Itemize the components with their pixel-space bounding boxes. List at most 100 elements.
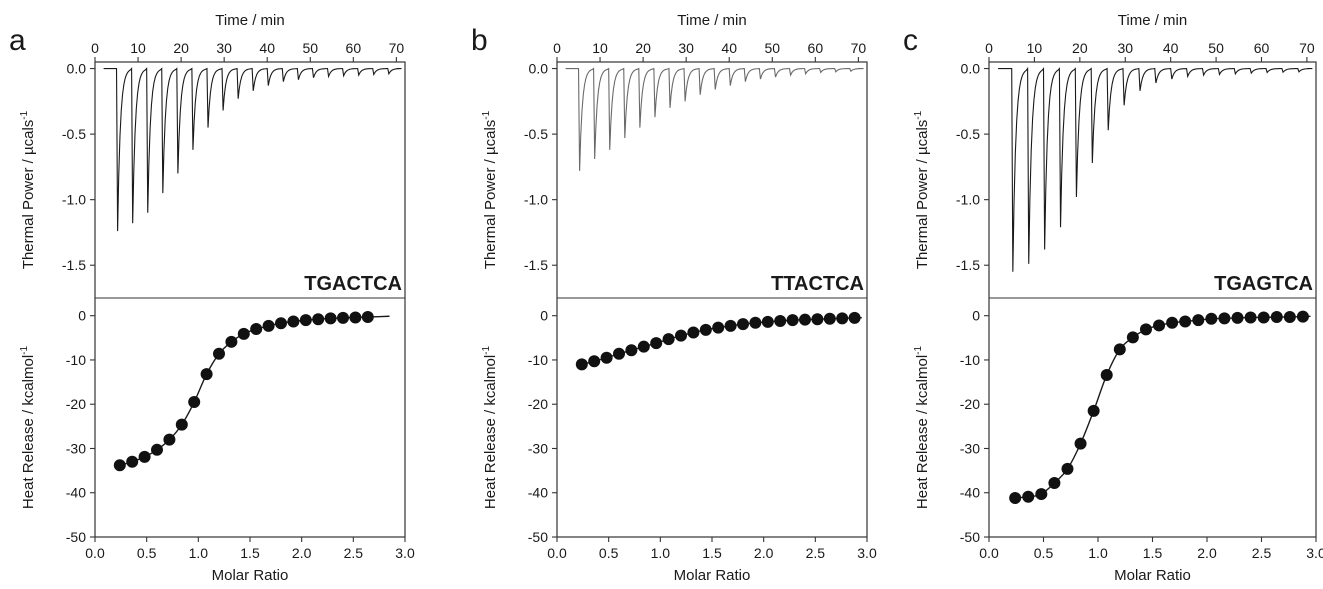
data-point bbox=[625, 344, 638, 357]
thermogram-trace bbox=[565, 67, 864, 171]
panel-letter: b bbox=[471, 24, 488, 57]
data-point bbox=[349, 311, 362, 324]
data-point bbox=[337, 311, 349, 324]
bottom-x-tick-label: 2.5 bbox=[806, 545, 826, 561]
bottom-x-tick-label: 3.0 bbox=[1306, 545, 1323, 561]
data-point bbox=[1009, 492, 1022, 505]
data-point bbox=[213, 347, 225, 360]
bottom-x-tick-label: 0.5 bbox=[599, 545, 619, 561]
top-y-axis-title: Thermal Power / µcals-1 bbox=[913, 110, 931, 269]
bottom-x-tick-label: 2.0 bbox=[1197, 545, 1217, 561]
plot-frame bbox=[94, 61, 406, 538]
bottom-y-tick-label: -30 bbox=[528, 440, 548, 456]
data-point bbox=[774, 315, 787, 328]
thermogram-trace bbox=[998, 66, 1313, 272]
data-point bbox=[749, 316, 762, 329]
top-x-tick-label: 0 bbox=[985, 40, 993, 56]
top-y-axis-title: Thermal Power / µcals-1 bbox=[481, 110, 499, 269]
top-x-tick-label: 60 bbox=[346, 40, 362, 56]
data-point bbox=[1205, 312, 1218, 325]
data-point bbox=[712, 321, 725, 334]
data-point bbox=[1126, 331, 1139, 344]
bottom-x-tick-label: 1.0 bbox=[651, 545, 671, 561]
data-point bbox=[1087, 404, 1100, 417]
data-point bbox=[324, 312, 337, 325]
data-point bbox=[613, 347, 625, 360]
bottom-x-tick-label: 0.0 bbox=[85, 545, 105, 561]
bottom-x-tick-label: 1.5 bbox=[1143, 545, 1163, 561]
bottom-x-tick-label: 0.5 bbox=[1034, 545, 1054, 561]
data-point bbox=[1218, 312, 1231, 325]
top-y-tick-label: -1.0 bbox=[524, 192, 548, 208]
bottom-y-tick-label: -20 bbox=[528, 396, 548, 412]
top-x-tick-label: 40 bbox=[259, 40, 275, 56]
bottom-y-axis-title: Heat Release / kcalmol-1 bbox=[19, 346, 37, 510]
bottom-y-tick-label: 0 bbox=[540, 308, 548, 324]
top-x-tick-label: 10 bbox=[592, 40, 608, 56]
data-point bbox=[225, 335, 238, 348]
top-y-tick-label: -0.5 bbox=[956, 126, 980, 142]
bottom-y-tick-label: -10 bbox=[960, 352, 980, 368]
data-point bbox=[1035, 488, 1048, 501]
data-point bbox=[588, 355, 601, 368]
bottom-x-tick-label: 2.5 bbox=[344, 545, 364, 561]
panel-letter: a bbox=[9, 24, 26, 57]
data-point bbox=[811, 313, 824, 326]
top-x-tick-label: 10 bbox=[130, 40, 146, 56]
data-point bbox=[823, 312, 836, 325]
data-point bbox=[275, 317, 287, 330]
top-y-tick-label: -1.0 bbox=[956, 192, 980, 208]
top-x-tick-label: 30 bbox=[1117, 40, 1133, 56]
data-point bbox=[1231, 311, 1244, 324]
data-point bbox=[113, 459, 126, 472]
bottom-y-tick-label: -50 bbox=[528, 529, 548, 545]
bottom-x-tick-label: 0.5 bbox=[137, 545, 157, 561]
top-x-tick-label: 30 bbox=[678, 40, 694, 56]
data-point bbox=[575, 358, 588, 371]
data-point bbox=[163, 433, 176, 446]
top-y-tick-label: 0.0 bbox=[529, 61, 549, 77]
bottom-x-tick-label: 0.0 bbox=[547, 545, 567, 561]
data-point bbox=[637, 340, 650, 353]
top-x-tick-label: 0 bbox=[553, 40, 561, 56]
top-y-tick-label: -1.0 bbox=[62, 192, 86, 208]
top-x-tick-label: 20 bbox=[173, 40, 189, 56]
sequence-label: TGACTCA bbox=[304, 273, 402, 295]
thermogram-trace bbox=[103, 67, 402, 232]
top-y-tick-label: -1.5 bbox=[62, 257, 86, 273]
plot-frame bbox=[556, 61, 868, 538]
data-point bbox=[188, 396, 201, 409]
bottom-y-tick-label: -10 bbox=[66, 352, 86, 368]
bottom-y-axis-title: Heat Release / kcalmol-1 bbox=[481, 346, 499, 510]
top-x-tick-label: 70 bbox=[1299, 40, 1315, 56]
data-point bbox=[1139, 323, 1152, 336]
bottom-x-axis-title: Molar Ratio bbox=[212, 567, 289, 584]
bottom-x-tick-label: 1.0 bbox=[1088, 545, 1108, 561]
top-x-tick-label: 20 bbox=[635, 40, 651, 56]
top-x-tick-label: 70 bbox=[389, 40, 405, 56]
panel-letter: c bbox=[903, 24, 918, 57]
panel-c: c 0 10 20 30 40 50 60 70 Time / min 0.0 -0.5 -1.0 -1.… bbox=[903, 12, 1323, 584]
data-point bbox=[1048, 477, 1061, 490]
data-point bbox=[799, 313, 811, 326]
bottom-x-tick-label: 3.0 bbox=[395, 545, 415, 561]
data-point bbox=[312, 313, 325, 326]
bottom-y-tick-label: 0 bbox=[78, 308, 86, 324]
top-x-axis-title: Time / min bbox=[1118, 12, 1187, 29]
data-point bbox=[848, 311, 861, 324]
data-point bbox=[1153, 319, 1166, 332]
bottom-x-tick-label: 2.5 bbox=[1252, 545, 1272, 561]
top-y-axis-title: Thermal Power / µcals-1 bbox=[19, 110, 37, 269]
data-point bbox=[650, 337, 663, 350]
panel-b: b 0 10 20 30 40 50 60 70 Time / min 0.0 -0.5 -1.0 -1.… bbox=[471, 12, 877, 584]
data-point bbox=[175, 418, 188, 431]
data-point bbox=[1113, 343, 1126, 356]
data-point bbox=[1022, 490, 1035, 503]
data-point bbox=[1100, 369, 1113, 382]
data-point bbox=[724, 319, 737, 332]
sequence-label: TTACTCA bbox=[771, 273, 864, 295]
bottom-y-tick-label: -50 bbox=[66, 529, 86, 545]
data-point bbox=[262, 319, 275, 332]
top-y-tick-label: 0.0 bbox=[961, 61, 981, 77]
data-point bbox=[126, 455, 139, 468]
